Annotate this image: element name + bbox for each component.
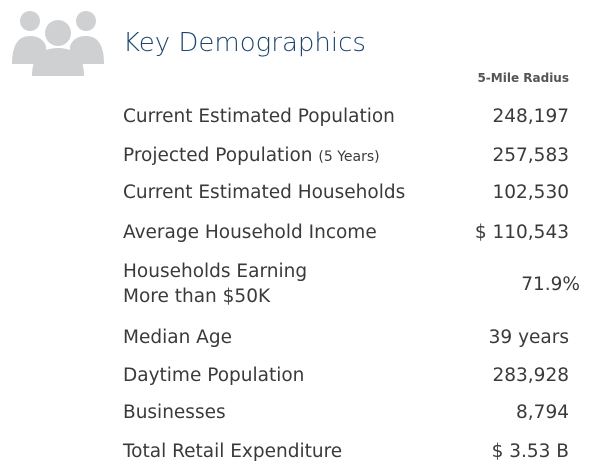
row-value: 71.9% (521, 274, 580, 295)
title: Key Demographics (123, 28, 366, 58)
row-label: Average Household Income (123, 220, 377, 245)
row-value: $ 110,543 (474, 222, 569, 243)
row-value: 102,530 (492, 182, 569, 203)
label-text: Projected Population (123, 145, 313, 166)
row-label: Current Estimated Households (123, 180, 405, 205)
label-line: More than $50K (123, 286, 271, 307)
row-value: 8,794 (516, 402, 569, 423)
label-text: Median Age (123, 327, 232, 348)
row-value: 248,197 (492, 106, 569, 127)
label-text: Businesses (123, 402, 226, 423)
row-label: Current Estimated Population (123, 104, 395, 129)
label-text: Daytime Population (123, 365, 305, 386)
people-icon (12, 11, 104, 76)
label-text: Current Estimated Households (123, 182, 406, 203)
row-label: Total Retail Expenditure (123, 439, 342, 464)
row-label: Daytime Population (123, 363, 304, 388)
row-label: Households Earning More than $50K (123, 259, 307, 309)
row-label: Projected Population (5 Years) (123, 143, 380, 170)
row-value: 283,928 (492, 365, 569, 386)
label-line: Households Earning (123, 261, 308, 282)
label-note: (5 Years) (318, 149, 380, 165)
row-value: 39 years (488, 327, 569, 348)
row-label: Businesses (123, 400, 226, 425)
row-value: 257,583 (492, 145, 569, 166)
label-text: Current Estimated Population (123, 106, 395, 127)
column-header: 5-Mile Radius (477, 71, 569, 85)
row-value: $ 3.53 B (491, 441, 569, 462)
label-text: Total Retail Expenditure (123, 441, 343, 462)
label-text: Average Household Income (123, 222, 377, 243)
row-label: Median Age (123, 325, 232, 350)
